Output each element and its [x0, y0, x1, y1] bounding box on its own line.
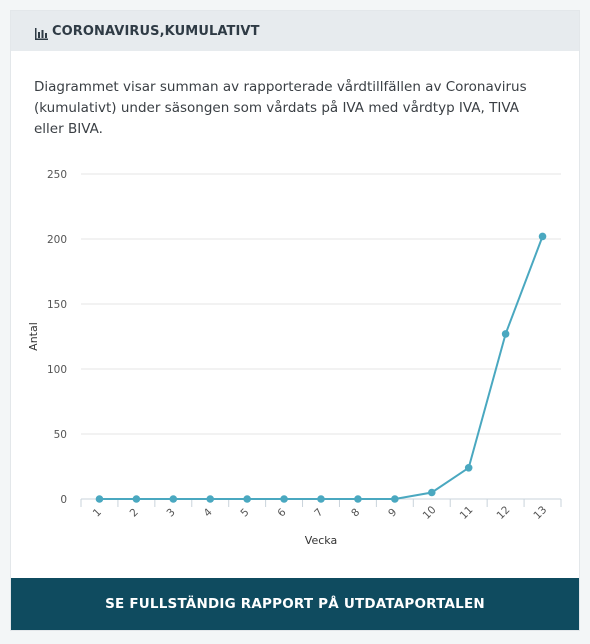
x-tick-label: 10: [421, 504, 439, 522]
full-report-button[interactable]: SE FULLSTÄNDIG RAPPORT PÅ UTDATAPORTALEN: [11, 578, 579, 630]
data-point[interactable]: [427, 488, 436, 497]
y-tick-label: 0: [60, 494, 67, 506]
x-tick-label: 9: [386, 506, 399, 519]
x-tick-label: 4: [202, 506, 215, 519]
y-tick-label: 150: [47, 299, 67, 311]
data-point[interactable]: [280, 495, 288, 503]
data-point[interactable]: [206, 495, 215, 503]
data-point[interactable]: [243, 495, 251, 503]
y-tick-label: 100: [47, 364, 67, 376]
card-header: CORONAVIRUS,KUMULATIVT: [11, 11, 579, 51]
x-tick-label: 7: [312, 506, 325, 519]
x-tick-label: 5: [238, 506, 251, 519]
card-title: CORONAVIRUS,KUMULATIVT: [52, 23, 260, 39]
data-point[interactable]: [538, 232, 547, 241]
x-tick-label: 13: [531, 504, 549, 522]
data-point[interactable]: [391, 495, 399, 503]
x-axis-title: Vecka: [305, 534, 337, 547]
series-line: [99, 236, 544, 500]
data-point[interactable]: [354, 495, 362, 503]
data-point[interactable]: [464, 464, 473, 472]
y-tick-label: 50: [54, 429, 67, 441]
bar-chart-icon: [35, 25, 48, 40]
y-axis-title: Antal: [27, 322, 40, 351]
data-point[interactable]: [501, 330, 510, 338]
data-point[interactable]: [95, 495, 104, 503]
x-tick-label: 8: [349, 506, 362, 519]
x-tick-label: 6: [275, 506, 288, 519]
chart-card: CORONAVIRUS,KUMULATIVT Diagrammet visar …: [10, 10, 580, 631]
x-tick-label: 1: [91, 506, 104, 519]
chart-description: Diagrammet visar summan av rapporterade …: [34, 79, 527, 137]
x-tick-label: 2: [128, 506, 141, 519]
y-tick-label: 250: [47, 169, 67, 181]
x-tick-label: 3: [165, 506, 178, 519]
y-tick-label: 200: [47, 234, 67, 246]
data-point[interactable]: [132, 495, 141, 503]
x-tick-label: 12: [495, 504, 513, 522]
x-tick-label: 11: [458, 504, 476, 522]
data-point[interactable]: [169, 495, 178, 503]
data-point[interactable]: [317, 495, 325, 503]
